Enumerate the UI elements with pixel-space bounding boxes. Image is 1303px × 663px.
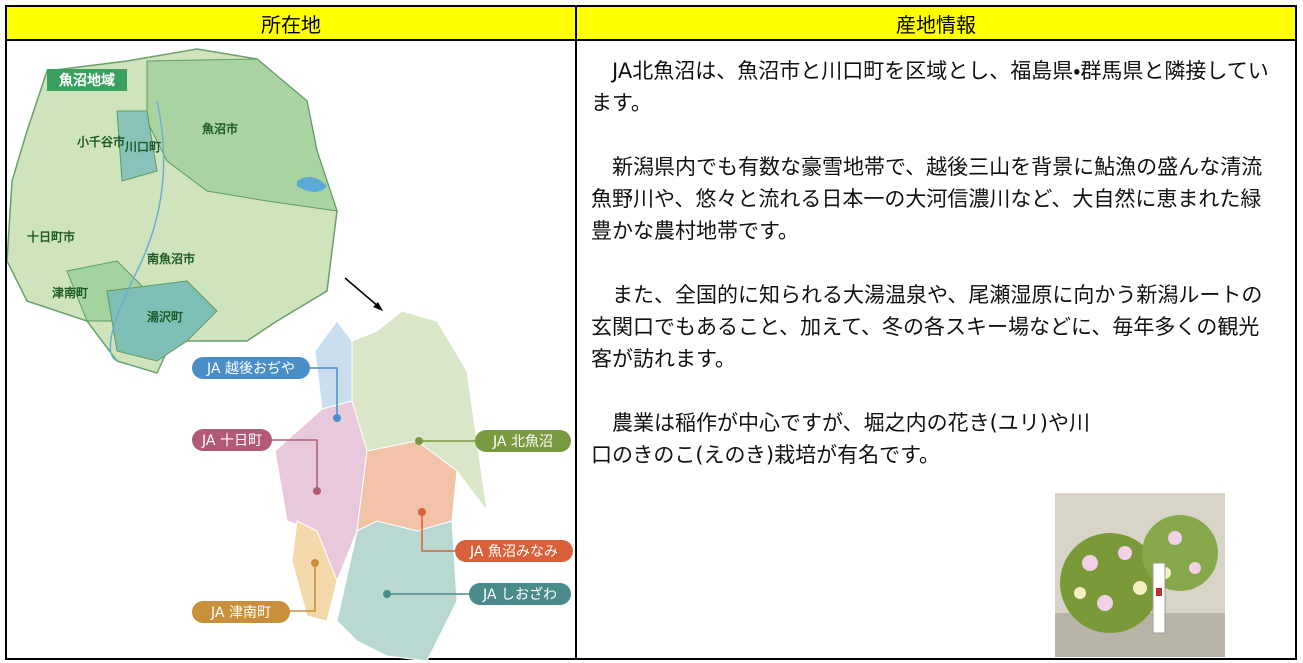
river bbox=[109, 100, 165, 362]
map-title-box bbox=[47, 69, 127, 91]
flower-photo bbox=[1055, 493, 1225, 657]
ja-label: JA 津南町 bbox=[210, 605, 271, 621]
lake bbox=[297, 177, 327, 192]
area-label: 小千谷市 bbox=[77, 134, 125, 149]
header-info: 産地情報 bbox=[575, 5, 1297, 41]
info-cell: JA北魚沼は、魚沼市と川口町を区域とし、福島県・群馬県と隣接しています。 新潟県… bbox=[575, 39, 1297, 660]
area-label: 南魚沼市 bbox=[147, 251, 195, 266]
ja-area bbox=[336, 520, 458, 661]
paragraph: JA北魚沼は、魚沼市と川口町を区域とし、福島県・群馬県と隣接しています。 bbox=[591, 59, 1269, 115]
area-shape bbox=[106, 280, 218, 362]
arrow-head bbox=[373, 302, 383, 311]
area-label: 十日町市 bbox=[27, 229, 75, 244]
header-location: 所在地 bbox=[5, 5, 577, 41]
info-text: JA北魚沼は、魚沼市と川口町を区域とし、福島県・群馬県と隣接しています。 新潟県… bbox=[577, 41, 1295, 471]
map-title: 魚沼地域 bbox=[59, 72, 115, 89]
paragraph: また、全国的に知られる大湯温泉や、尾瀬湿原に向かう新潟ルートの玄関口でもあること… bbox=[591, 283, 1263, 371]
ja-label: JA 十日町 bbox=[201, 433, 262, 449]
area-label: 川口町 bbox=[124, 140, 161, 154]
map-cell: 魚沼地域 魚沼市 川口町 小千谷市 十日町市 南魚沼市 津南町 湯沢町 bbox=[5, 39, 577, 661]
ja-label: JA 越後おぢや bbox=[206, 360, 295, 377]
ja-label: JA しおざわ bbox=[482, 586, 557, 603]
maps: 魚沼地域 魚沼市 川口町 小千谷市 十日町市 南魚沼市 津南町 湯沢町 bbox=[7, 41, 573, 661]
area-shape bbox=[116, 110, 158, 182]
area-label: 湯沢町 bbox=[147, 309, 183, 324]
paragraph: 農業は稲作が中心ですが、堀之内の花き(ユリ)や川口のきのこ(えのき)栽培が有名で… bbox=[591, 411, 1090, 467]
region-table: 所在地 産地情報 魚沼地域 魚沼市 川口町 小千谷市 十日町市 bbox=[5, 5, 1297, 661]
ja-label: JA 北魚沼 bbox=[492, 434, 553, 450]
area-label: 魚沼市 bbox=[202, 121, 238, 136]
area-label: 津南町 bbox=[52, 285, 88, 300]
ja-label: JA 魚沼みなみ bbox=[469, 544, 558, 560]
arrow bbox=[344, 277, 380, 308]
paragraph: 新潟県内でも有数な豪雪地帯で、越後三山を背景に鮎漁の盛んな清流魚野川や、悠々と流… bbox=[591, 155, 1263, 243]
ja-dots bbox=[311, 414, 426, 598]
area-shape bbox=[146, 58, 338, 212]
